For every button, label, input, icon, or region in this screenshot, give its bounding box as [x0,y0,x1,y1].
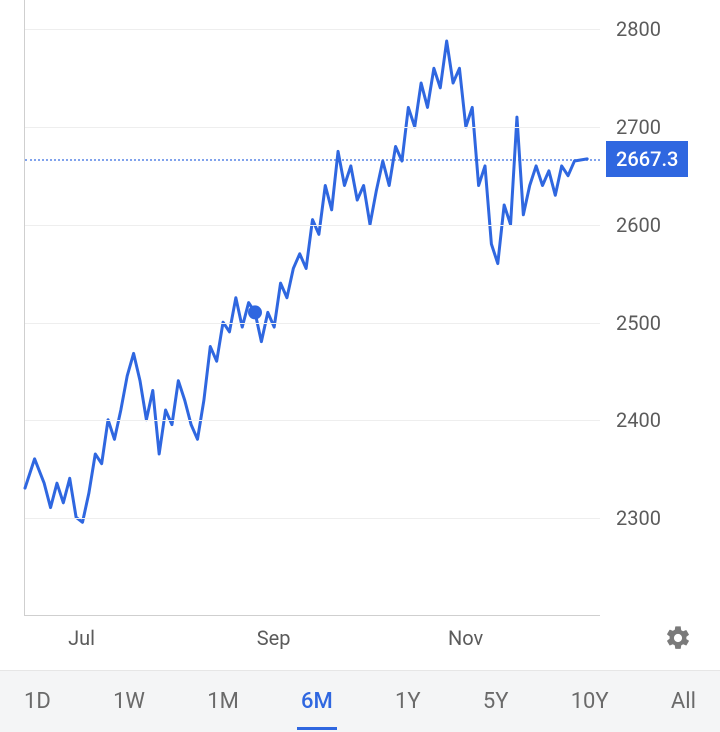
price-chart: 230024002500260027002800 JulSepNov 1D1W1… [0,0,720,732]
y-tick-label: 2400 [616,408,661,432]
range-1w[interactable]: 1W [111,683,147,720]
range-6m[interactable]: 6M [299,683,335,720]
y-tick-label: 2300 [616,506,661,530]
x-tick-label: Nov [448,626,483,650]
range-all[interactable]: All [669,683,698,720]
data-point-marker [248,305,262,319]
gridline [25,225,600,226]
y-axis: 2300 2400 2500 2600 2700 2800 [608,0,720,616]
price-line [25,0,600,615]
x-axis: Jul Sep Nov [24,616,600,656]
y-tick-label: 2800 [616,17,661,41]
range-10y[interactable]: 10Y [569,683,611,720]
range-1d[interactable]: 1D [22,683,53,720]
gridline [25,127,600,128]
gridline [25,29,600,30]
time-range-selector: 1D 1W 1M 6M 1Y 5Y 10Y All [0,670,720,732]
settings-button[interactable] [664,624,692,652]
range-5y[interactable]: 5Y [481,683,511,720]
current-value-badge: 2667.3 [606,141,688,177]
gridline [25,420,600,421]
plot-area[interactable] [24,0,600,616]
gear-icon [664,624,692,652]
y-tick-label: 2500 [616,311,661,335]
range-1y[interactable]: 1Y [393,683,423,720]
current-value-line [25,159,600,161]
range-1m[interactable]: 1M [205,683,241,720]
y-tick-label: 2700 [616,115,661,139]
gridline [25,323,600,324]
gridline [25,518,600,519]
x-tick-label: Sep [257,626,291,650]
y-tick-label: 2600 [616,213,661,237]
x-tick-label: Jul [68,626,95,650]
